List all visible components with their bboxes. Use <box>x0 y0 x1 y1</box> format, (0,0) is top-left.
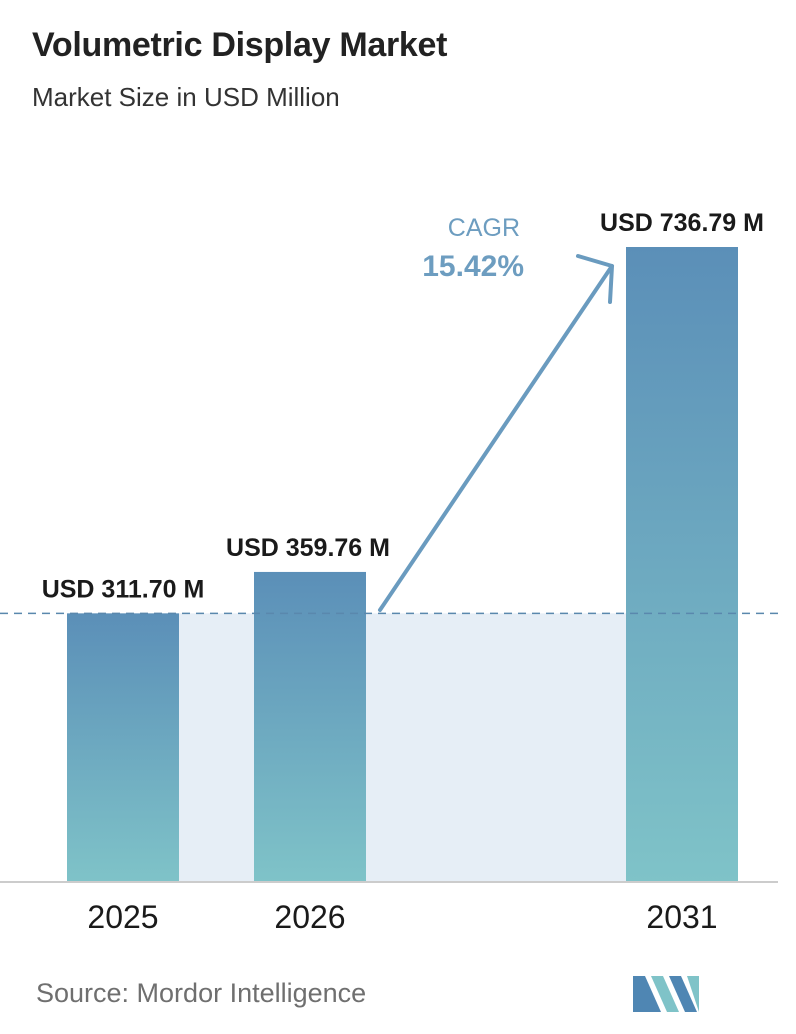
bar-chart: USD 311.70 M USD 359.76 M USD 736.79 M 202… <box>0 209 782 935</box>
data-labels-group: USD 311.70 M USD 359.76 M USD 736.79 M <box>42 209 764 603</box>
chart-subtitle: Market Size in USD Million <box>32 82 340 112</box>
source-note: Source: Mordor Intelligence <box>36 978 367 1008</box>
cagr-value: 15.42% <box>422 250 524 283</box>
x-tick-2031: 2031 <box>646 899 717 935</box>
cagr-label: CAGR <box>448 214 520 242</box>
chart-title: Volumetric Display Market <box>32 26 448 64</box>
cagr-arrowhead-icon <box>576 254 614 304</box>
x-tick-2026: 2026 <box>274 899 345 935</box>
x-tick-labels-group: 2025 2026 2031 <box>87 899 717 935</box>
data-label-2031: USD 736.79 M <box>600 209 764 237</box>
bar-2026 <box>254 571 366 882</box>
mordor-intelligence-logo-icon <box>633 976 699 1012</box>
data-label-2026: USD 359.76 M <box>226 534 390 562</box>
cagr-arrow-icon <box>378 264 614 612</box>
x-tick-2025: 2025 <box>87 899 158 935</box>
bars-group <box>67 247 738 882</box>
bar-2031 <box>626 247 738 882</box>
cagr-annotation: CAGR 15.42% <box>378 214 614 612</box>
data-label-2025: USD 311.70 M <box>42 575 205 603</box>
bar-2025 <box>67 613 179 882</box>
